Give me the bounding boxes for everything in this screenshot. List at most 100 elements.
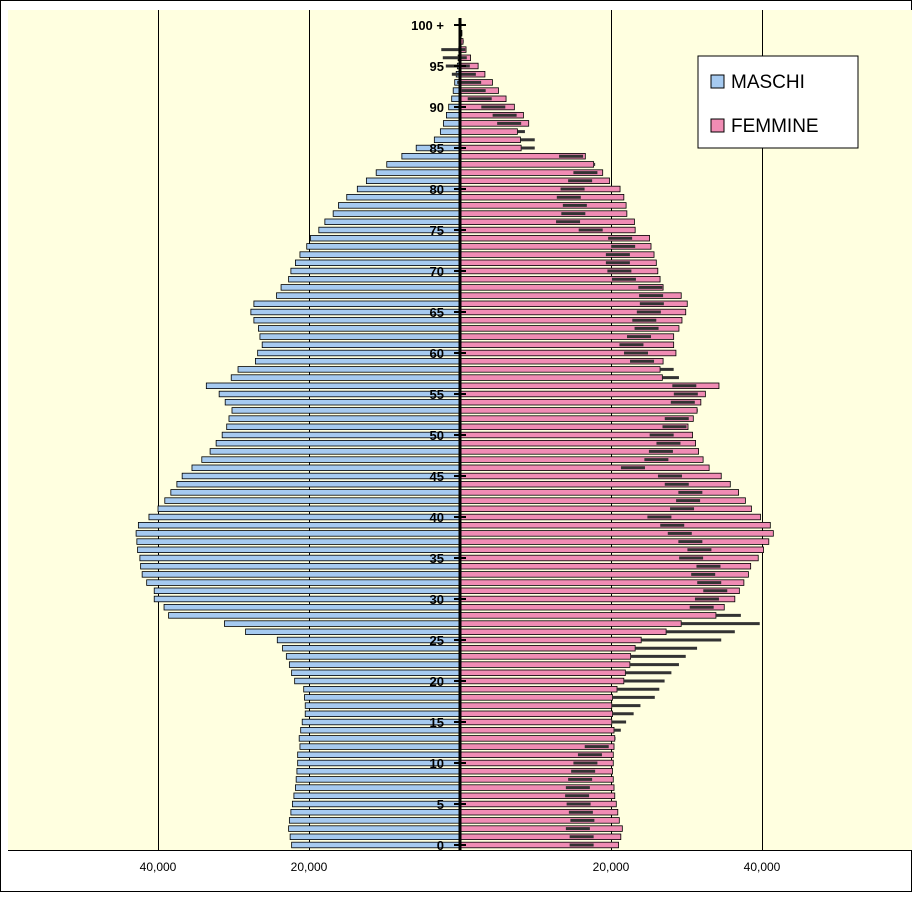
bar-maschi-age-35 — [140, 555, 460, 561]
bar-femmine-age-75 — [460, 227, 635, 233]
bar-femmine-age-55 — [460, 391, 705, 397]
bar-femmine-age-37 — [460, 539, 769, 545]
age-tick-100: 100 + — [411, 18, 444, 33]
bar-femmine-age-1 — [460, 834, 621, 840]
bar-femmine-age-4 — [460, 809, 618, 815]
bar-femmine-age-45 — [460, 473, 721, 479]
bar-femmine-age-44 — [460, 481, 730, 487]
bar-maschi-age-37 — [137, 539, 460, 545]
age-tick-5: 5 — [437, 797, 444, 812]
x-tick-2: 20,000 — [593, 860, 630, 874]
bar-femmine-age-83 — [460, 162, 594, 168]
age-tick-90: 90 — [430, 100, 444, 115]
bar-femmine-age-24 — [460, 645, 635, 651]
bar-maschi-age-1 — [290, 834, 460, 840]
bar-maschi-age-30 — [154, 596, 460, 602]
bar-maschi-age-55 — [219, 391, 460, 397]
bar-maschi-age-67 — [277, 293, 460, 299]
bar-maschi-age-68 — [281, 285, 460, 291]
age-tick-75: 75 — [430, 223, 444, 238]
bar-femmine-age-40 — [460, 514, 760, 520]
bar-maschi-age-41 — [158, 506, 460, 512]
bar-femmine-age-54 — [460, 399, 701, 405]
bar-femmine-age-13 — [460, 736, 615, 742]
bar-maschi-age-43 — [171, 490, 460, 496]
bar-femmine-age-53 — [460, 408, 697, 414]
bar-maschi-age-72 — [300, 252, 460, 258]
bar-femmine-age-21 — [460, 670, 625, 676]
bar-femmine-age-41 — [460, 506, 751, 512]
bar-maschi-age-57 — [231, 375, 460, 381]
bar-femmine-age-17 — [460, 703, 612, 709]
bar-maschi-age-78 — [338, 203, 460, 209]
bar-femmine-age-80 — [460, 186, 620, 192]
bar-maschi-age-5 — [292, 801, 460, 807]
bar-maschi-age-27 — [224, 621, 460, 627]
bar-maschi-age-34 — [141, 563, 460, 569]
bar-maschi-age-13 — [299, 736, 460, 742]
bar-maschi-age-51 — [227, 424, 460, 430]
legend: MASCHI FEMMINE — [698, 56, 858, 148]
legend-swatch-maschi — [711, 75, 724, 88]
bar-femmine-age-20 — [460, 678, 624, 684]
bar-maschi-age-31 — [154, 588, 460, 594]
bar-maschi-age-46 — [192, 465, 460, 471]
bar-femmine-age-79 — [460, 194, 624, 200]
bar-maschi-age-22 — [289, 662, 460, 668]
bar-maschi-age-81 — [366, 178, 460, 184]
bar-femmine-age-30 — [460, 596, 735, 602]
bar-femmine-age-46 — [460, 465, 709, 471]
age-tick-45: 45 — [430, 469, 444, 484]
x-tick-3: 40,000 — [744, 860, 781, 874]
bar-maschi-age-0 — [292, 842, 460, 848]
age-tick-25: 25 — [430, 633, 444, 648]
age-tick-15: 15 — [430, 715, 444, 730]
bar-femmine-age-31 — [460, 588, 739, 594]
bar-femmine-age-36 — [460, 547, 764, 553]
bar-maschi-age-52 — [229, 416, 460, 422]
age-tick-85: 85 — [430, 141, 444, 156]
bar-femmine-age-85 — [460, 145, 521, 151]
bar-maschi-age-73 — [307, 244, 460, 250]
bar-femmine-age-51 — [460, 424, 688, 430]
bar-femmine-age-19 — [460, 686, 617, 692]
x-tick-1: 20,000 — [291, 860, 328, 874]
bar-maschi-age-62 — [260, 334, 460, 340]
bar-maschi-age-29 — [164, 604, 460, 610]
legend-label-maschi: MASCHI — [731, 72, 805, 93]
bar-maschi-age-4 — [291, 809, 460, 815]
bar-maschi-age-38 — [136, 531, 460, 537]
x-tick-0: 40,000 — [140, 860, 177, 874]
bar-femmine-age-18 — [460, 695, 613, 701]
bar-maschi-age-18 — [304, 695, 460, 701]
bar-maschi-age-36 — [138, 547, 460, 553]
bar-maschi-age-45 — [182, 473, 460, 479]
bar-maschi-age-17 — [305, 703, 460, 709]
bar-maschi-age-48 — [210, 449, 460, 455]
age-tick-50: 50 — [430, 428, 444, 443]
bar-femmine-age-3 — [460, 818, 619, 824]
bar-femmine-age-42 — [460, 498, 745, 504]
age-tick-70: 70 — [430, 264, 444, 279]
bar-femmine-age-26 — [460, 629, 666, 635]
bar-femmine-age-57 — [460, 375, 662, 381]
bar-maschi-age-40 — [149, 514, 460, 520]
bar-femmine-age-14 — [460, 727, 614, 733]
bar-femmine-age-25 — [460, 637, 641, 643]
bar-maschi-age-12 — [300, 744, 460, 750]
bar-maschi-age-50 — [222, 432, 460, 438]
bar-maschi-age-26 — [246, 629, 460, 635]
bar-femmine-age-38 — [460, 531, 773, 537]
age-tick-30: 30 — [430, 592, 444, 607]
bar-maschi-age-53 — [232, 408, 460, 414]
bar-maschi-age-33 — [142, 572, 460, 578]
bar-femmine-age-87 — [460, 129, 517, 135]
bar-maschi-age-28 — [169, 613, 460, 619]
bar-femmine-age-39 — [460, 522, 770, 528]
bar-maschi-age-23 — [286, 654, 460, 660]
age-tick-95: 95 — [430, 59, 444, 74]
bar-maschi-age-7 — [295, 785, 460, 791]
age-tick-55: 55 — [430, 387, 444, 402]
